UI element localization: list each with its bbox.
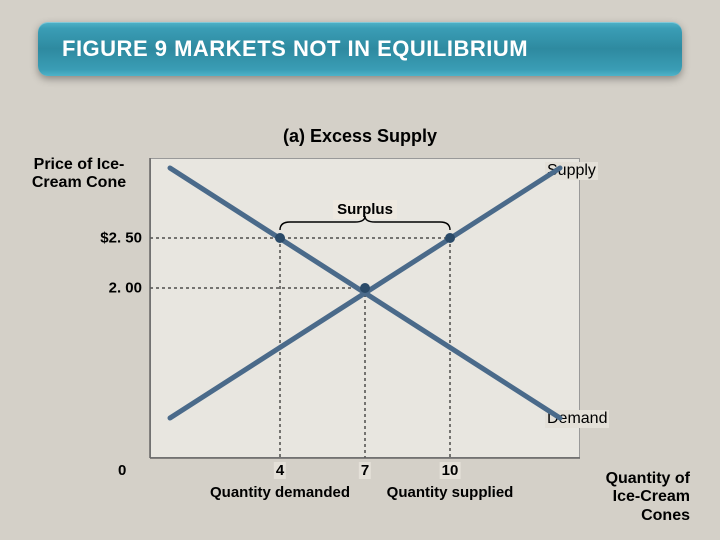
- slide-root: FIGURE 9 MARKETS NOT IN EQUILIBRIUM (a) …: [0, 0, 720, 540]
- surplus-bracket: [280, 216, 450, 230]
- chart-area: $2. 50 2. 00 0 4 7 10 Quantity demanded …: [150, 158, 580, 458]
- point-eq: [360, 283, 370, 293]
- x-axis-label: Quantity of Ice-Cream Cones: [580, 470, 690, 525]
- figure-title: FIGURE 9 MARKETS NOT IN EQUILIBRIUM: [62, 36, 528, 62]
- subtitle: (a) Excess Supply: [0, 126, 720, 147]
- origin-label: 0: [118, 462, 126, 479]
- x-tick-0: 4: [274, 462, 286, 479]
- point-qs: [445, 233, 455, 243]
- y-axis-label: Price of Ice-Cream Cone: [24, 156, 134, 193]
- point-qd: [275, 233, 285, 243]
- y-tick-0: $2. 50: [100, 230, 142, 247]
- qty-demanded-label: Quantity demanded: [210, 484, 350, 501]
- qty-supplied-label: Quantity supplied: [387, 484, 514, 501]
- y-tick-1: 2. 00: [109, 280, 142, 297]
- x-sublabel-supplied: Quantity supplied: [387, 484, 514, 501]
- chart-svg: [150, 158, 580, 458]
- x-sublabel-demanded: Quantity demanded: [210, 484, 350, 501]
- x-tick-1: 7: [359, 462, 371, 479]
- x-tick-2: 10: [440, 462, 461, 479]
- title-bar: FIGURE 9 MARKETS NOT IN EQUILIBRIUM: [38, 22, 682, 76]
